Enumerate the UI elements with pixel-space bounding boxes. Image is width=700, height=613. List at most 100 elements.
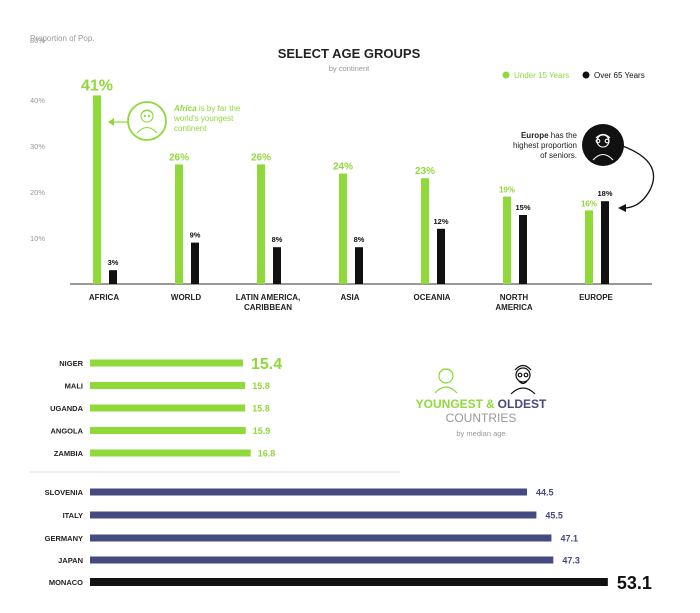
category-label-5: NORTH [500, 293, 529, 302]
old-bar-4 [90, 578, 608, 586]
senior-face-icon [582, 124, 624, 166]
old-value-label-4: 53.1 [617, 573, 652, 593]
africa-annotation-line-3: continent [174, 124, 207, 133]
young-bar-3 [90, 427, 246, 434]
y-tick-label: 80% [30, 36, 45, 45]
bar-over-65-5 [519, 215, 527, 284]
senior-face-drawing [592, 133, 614, 161]
europe-annotation-line-2: highest proportion [513, 141, 577, 150]
y-tick-label: 40% [30, 96, 45, 105]
bar-under-15-6 [585, 210, 593, 284]
young-bar-4 [90, 449, 251, 457]
young-value-label-0: 15.4 [251, 356, 282, 373]
y-tick-label: 10% [30, 234, 45, 243]
old-country-label-2: GERMANY [45, 534, 83, 543]
old-country-label-4: MONACO [49, 578, 83, 587]
bar-over-65-3 [355, 247, 363, 284]
europe-annotation-line-1: has the [549, 131, 578, 140]
old-bar-0 [90, 488, 527, 496]
bar-data-labels: 41% 3% 26% 9% 26% 8% 24% 8% 23% 12% 19%15% 16%18% [81, 77, 613, 267]
young-country-label-4: ZAMBIA [54, 449, 84, 458]
child-face-drawing [136, 109, 158, 134]
old-bar-3 [90, 556, 554, 564]
bar-over-65-0 [109, 270, 117, 284]
label-over-65-3: 8% [354, 235, 365, 244]
countries-title: COUNTRIES [446, 411, 517, 425]
old-value-label-3: 47.3 [562, 556, 580, 566]
label-over-65-4: 12% [433, 217, 448, 226]
chart-title: SELECT AGE GROUPS [278, 46, 421, 61]
bar-over-65-4 [437, 228, 445, 284]
bar-over-65-6 [601, 201, 609, 284]
label-under-15-1: 26% [169, 152, 189, 163]
europe-annotation: Europe has the highest proportion of sen… [513, 124, 655, 212]
old-person-icon [510, 364, 536, 395]
y-tick-label: 20% [30, 188, 45, 197]
category-label-5: AMERICA [495, 303, 533, 312]
bar-under-15-5 [503, 196, 511, 284]
africa-annotation: Africa is by far the world's youngest co… [108, 101, 241, 141]
young-bar-1 [90, 382, 246, 389]
bar-under-15-1 [175, 164, 183, 284]
young-country-label-0: NIGER [59, 359, 83, 368]
old-value-label-0: 44.5 [536, 488, 554, 498]
label-over-65-5: 15% [515, 203, 530, 212]
old-country-label-0: SLOVENIA [45, 488, 84, 497]
category-label-3: ASIA [340, 293, 359, 302]
old-value-label-2: 47.1 [560, 534, 578, 544]
old-bar-1 [90, 511, 537, 519]
young-value-label-3: 15.9 [253, 426, 271, 436]
young-country-label-3: ANGOLA [51, 427, 84, 436]
young-value-label-2: 15.8 [252, 404, 270, 414]
label-under-15-4: 23% [415, 166, 435, 177]
europe-annotation-line-3: of seniors. [540, 151, 577, 160]
category-labels: AFRICA WORLD LATIN AMERICA,CARIBBEAN ASIA OC… [89, 293, 614, 312]
svg-text:Europe has the: Europe has the [521, 131, 578, 140]
young-country-label-2: UGANDA [50, 404, 83, 413]
label-under-15-3: 24% [333, 162, 353, 173]
median-age-bars: NIGER 15.4 MALI 15.8 UGANDA 15.8 ANGOLA 15.9 ZAM… [45, 356, 652, 593]
bar-under-15-2 [257, 164, 265, 284]
category-label-0: AFRICA [89, 293, 119, 302]
bar-marks [93, 95, 609, 285]
category-label-1: WORLD [171, 293, 201, 302]
category-label-2: CARIBBEAN [244, 303, 292, 312]
svg-text:YOUNGEST&OLDEST: YOUNGEST & OLDEST [416, 397, 547, 411]
bar-under-15-3 [339, 173, 347, 284]
legend-swatch-over-65 [582, 71, 590, 79]
label-under-15-2: 26% [251, 152, 271, 163]
old-value-label-1: 45.5 [545, 511, 563, 521]
bar-over-65-2 [273, 247, 281, 284]
europe-annotation-bold: Europe [521, 131, 549, 140]
svg-text:Africa is by far the: Africa is by far the [173, 104, 241, 113]
young-country-label-1: MALI [65, 382, 83, 391]
label-over-65-2: 8% [272, 235, 283, 244]
europe-arrow-head [618, 204, 626, 212]
youngest-oldest-title-block: YOUNGEST & OLDEST COUNTRIES by median age [416, 364, 547, 438]
ampersand: & [486, 397, 495, 411]
category-label-2: LATIN AMERICA, [236, 293, 300, 302]
legend: Under 15 Years Over 65 Years [502, 71, 645, 80]
africa-annotation-line-1: is by far the [197, 104, 241, 113]
y-tick-labels: 80% 40% 30% 20% 10% [30, 36, 45, 243]
label-over-65-1: 9% [190, 231, 201, 240]
africa-annotation-bold: Africa [173, 104, 197, 113]
median-age-subtitle: by median age [456, 429, 505, 438]
young-bar-0 [90, 359, 243, 367]
old-country-label-3: JAPAN [58, 556, 83, 565]
bar-under-15-0 [93, 95, 101, 285]
old-bar-2 [90, 534, 552, 542]
y-tick-label: 30% [30, 142, 45, 151]
y-axis-title: Proportion of Pop. [30, 34, 94, 43]
label-under-15-6: 16% [581, 199, 597, 208]
youngest-title: YOUNGEST [416, 397, 484, 411]
label-under-15-5: 19% [499, 186, 515, 195]
child-face-icon [127, 101, 167, 141]
legend-label-over-65: Over 65 Years [594, 71, 645, 80]
legend-swatch-under-15 [502, 71, 510, 79]
africa-arrow-head [108, 118, 114, 126]
bar-under-15-4 [421, 178, 429, 284]
label-over-65-6: 18% [597, 189, 612, 198]
legend-label-under-15: Under 15 Years [514, 71, 569, 80]
young-value-label-4: 16.8 [258, 449, 276, 459]
